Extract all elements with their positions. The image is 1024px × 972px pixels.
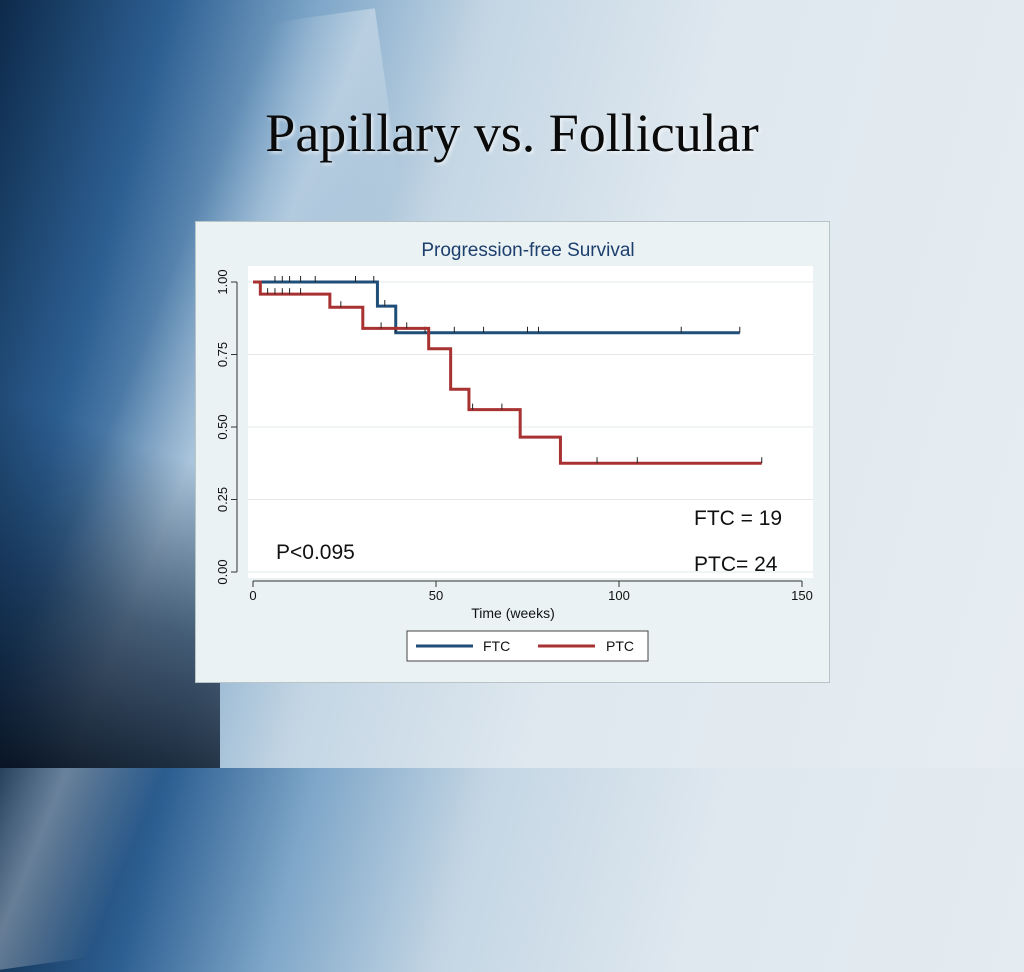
legend: FTC PTC	[406, 630, 649, 662]
p-value-annotation: P<0.095	[276, 541, 355, 564]
ftc-survival-curve	[253, 280, 740, 335]
x-axis-label: Time (weeks)	[471, 605, 555, 621]
axes: 0.00 0.25 0.50 0.75 1.00 0 50 100 150	[215, 269, 813, 603]
x-tick-label: 50	[429, 588, 443, 603]
y-tick-label: 0.00	[215, 559, 230, 584]
slide-title: Papillary vs. Follicular	[265, 103, 759, 163]
ptc-count-annotation: PTC= 24	[694, 553, 778, 576]
y-tick-label: 0.75	[215, 342, 230, 367]
chart-title: Progression-free Survival	[421, 240, 634, 261]
survival-chart: Progression-free Survival 0.000.250.500.…	[215, 240, 813, 662]
plot-area	[248, 266, 813, 578]
ptc-survival-curve	[253, 280, 762, 465]
legend-ptc-label: PTC	[606, 638, 634, 654]
y-tick-label: 0.50	[215, 414, 230, 439]
ftc-count-annotation: FTC = 19	[694, 507, 782, 530]
legend-ftc-label: FTC	[483, 638, 510, 654]
x-tick-label: 100	[608, 588, 630, 603]
y-tick-label: 1.00	[215, 269, 230, 294]
x-tick-label: 0	[249, 588, 256, 603]
background-shadow	[0, 348, 220, 768]
y-tick-label: 0.25	[215, 487, 230, 512]
x-tick-label: 150	[791, 588, 813, 603]
series-layer	[253, 276, 763, 465]
chart-figure: Progression-free Survival 0.00 0.25 0.50 0.…	[195, 221, 830, 683]
